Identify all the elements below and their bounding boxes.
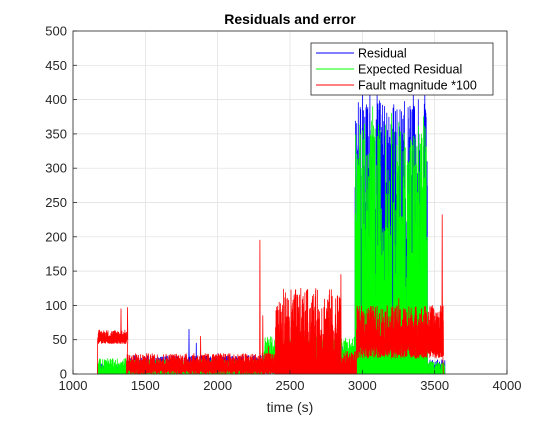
x-tick-label: 1000 xyxy=(59,378,88,393)
x-tick-label: 4000 xyxy=(493,378,522,393)
y-tick-label: 100 xyxy=(45,298,67,313)
y-tick-label: 200 xyxy=(45,229,67,244)
x-tick-label: 2500 xyxy=(276,378,305,393)
legend-label-1: Residual xyxy=(358,47,407,61)
chart-title: Residuals and error xyxy=(224,11,356,27)
ticks: 1000 1500 2000 2500 3000 3500 4000 0 50 100 150 200… xyxy=(45,24,521,394)
x-tick-label: 3000 xyxy=(348,378,377,393)
y-tick-label: 450 xyxy=(45,58,67,73)
legend: Residual Expected Residual Fault magnitude… xyxy=(310,42,494,96)
y-tick-label: 50 xyxy=(53,332,67,347)
y-tick-label: 400 xyxy=(45,92,67,107)
x-tick-label: 2000 xyxy=(203,378,232,393)
y-tick-label: 300 xyxy=(45,161,67,176)
y-tick-label: 150 xyxy=(45,264,67,279)
x-axis-label: time (s) xyxy=(267,399,314,415)
y-tick-label: 250 xyxy=(45,195,67,210)
series-line-3 xyxy=(97,214,444,375)
y-tick-label: 0 xyxy=(60,367,67,382)
legend-label-2: Expected Residual xyxy=(358,63,462,77)
x-tick-label: 3500 xyxy=(420,378,449,393)
x-tick-label: 1500 xyxy=(131,378,160,393)
y-tick-label: 500 xyxy=(45,24,67,39)
y-tick-label: 350 xyxy=(45,126,67,141)
legend-label-3: Fault magnitude *100 xyxy=(358,79,477,93)
